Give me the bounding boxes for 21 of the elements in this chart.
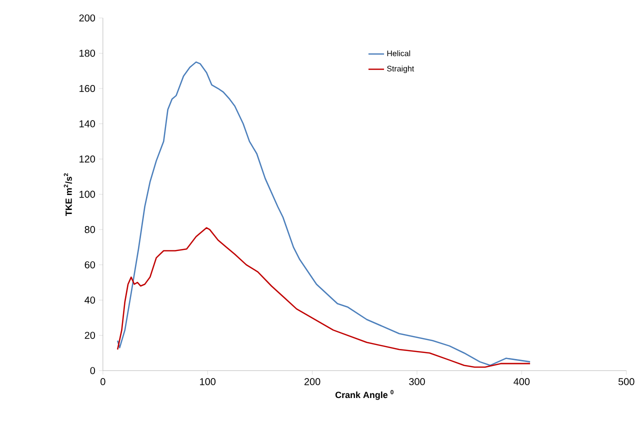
- x-axis-title: Crank Angle $^{0}$: [335, 390, 394, 400]
- y-tick-label: 120: [80, 156, 96, 163]
- y-tick-label: 100: [80, 190, 96, 198]
- x-tick-label: 300: [409, 378, 425, 386]
- y-tick-label: 80: [84, 226, 96, 234]
- x-tick-label: 100: [200, 378, 216, 386]
- y-tick-label: 200: [79, 14, 96, 22]
- line-series: [116, 62, 531, 366]
- x-tick-label: 0: [100, 378, 106, 386]
- y-tick-label: 160: [80, 85, 96, 92]
- y-tick-label: 140: [80, 120, 96, 128]
- y-tick-label: 40: [84, 296, 96, 304]
- y-tick-label: 60: [84, 262, 96, 269]
- y-tick-label: 0: [90, 367, 96, 374]
- x-tick-label: 400: [514, 378, 530, 386]
- x-tick-label: 500: [618, 378, 634, 386]
- line-series: [116, 227, 531, 368]
- y-tick-label: 180: [80, 50, 96, 57]
- y-tick-label: 20: [84, 332, 96, 340]
- x-tick-label: 200: [304, 378, 320, 386]
- y-axis-title: TKE m$^{2}$/s$^{2}$: [64, 173, 72, 216]
